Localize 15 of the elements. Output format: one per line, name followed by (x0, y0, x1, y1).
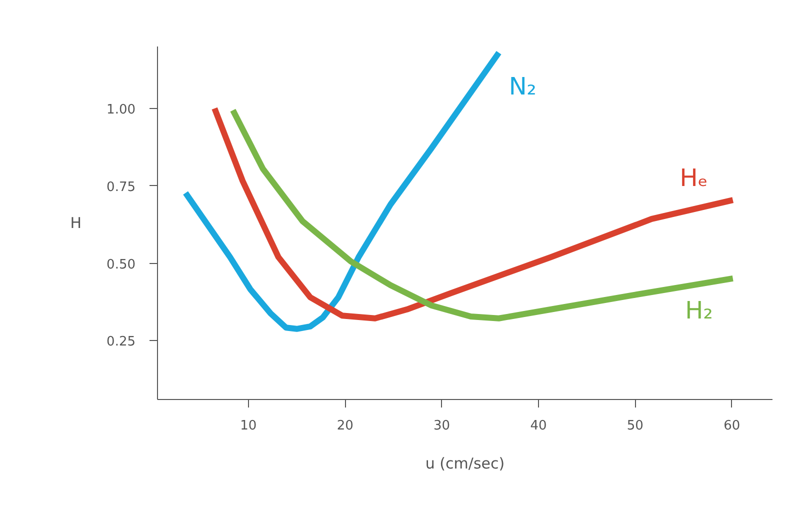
x-tick-label: 10 (240, 418, 257, 434)
x-axis-title: u (cm/sec) (425, 454, 505, 472)
y-tick-label: 0.75 (106, 180, 136, 195)
y-tick-label: 0.25 (106, 334, 136, 350)
x-tick-label: 50 (626, 418, 644, 434)
series-label: N₂ (508, 72, 536, 101)
series-label: Hₑ (680, 164, 708, 192)
x-tick-label: 30 (434, 418, 450, 434)
y-tick-label: 1.00 (106, 102, 136, 118)
x-tick-label: 20 (336, 418, 354, 434)
y-axis-title: H (70, 214, 82, 232)
series-label: H₂ (685, 296, 713, 324)
x-tick-label: 60 (724, 418, 740, 434)
y-tick-label: 0.50 (106, 257, 136, 272)
x-tick-label: 40 (530, 418, 547, 434)
